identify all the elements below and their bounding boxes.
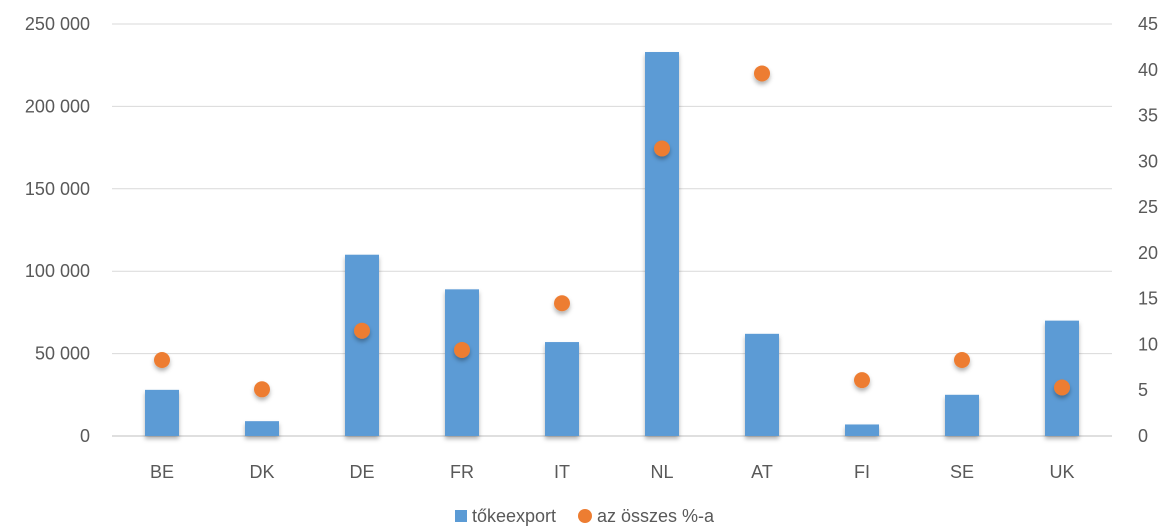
point-fi <box>854 372 870 389</box>
bar-swatch-icon <box>454 510 467 522</box>
y-left-tick-label: 50 000 <box>35 344 90 364</box>
y-right-tick-label: 35 <box>1138 106 1158 126</box>
y-right-tick-label: 5 <box>1138 380 1148 400</box>
legend-item-bar: tőkeexport <box>454 505 556 527</box>
point-dk <box>254 381 270 398</box>
bar-fi <box>845 424 879 436</box>
bar-dk <box>245 421 279 436</box>
point-fr <box>454 341 470 358</box>
x-tick-label: FI <box>854 462 870 482</box>
y-left-tick-label: 200 000 <box>25 96 90 116</box>
y-right-tick-label: 40 <box>1138 60 1158 80</box>
point-at <box>754 65 770 82</box>
x-tick-label: IT <box>554 462 570 482</box>
point-it <box>554 295 570 312</box>
legend-item-point: az összes %-a <box>578 506 714 527</box>
point-nl <box>654 140 670 157</box>
bar-uk <box>1045 320 1079 436</box>
x-tick-label: AT <box>751 462 773 482</box>
x-tick-label: FR <box>450 462 474 482</box>
bar-series <box>145 52 1079 437</box>
bar-de <box>345 254 379 436</box>
point-uk <box>1054 379 1070 396</box>
x-tick-label: BE <box>150 462 174 482</box>
y-left-tick-label: 250 000 <box>25 14 90 34</box>
y-right-tick-label: 30 <box>1138 151 1158 171</box>
left-axis: 0 50 000 100 000 150 000 200 000 250 000 <box>25 14 90 446</box>
y-left-tick-label: 150 000 <box>25 179 90 199</box>
x-tick-label: DK <box>249 462 274 482</box>
y-right-tick-label: 10 <box>1138 334 1158 354</box>
y-right-tick-label: 15 <box>1138 289 1158 309</box>
dot-swatch-icon <box>578 509 592 523</box>
y-left-tick-label: 100 000 <box>25 261 90 281</box>
x-tick-label: UK <box>1049 462 1074 482</box>
y-left-tick-label: 0 <box>80 426 90 446</box>
x-tick-label: SE <box>950 462 974 482</box>
right-axis: 0 5 10 15 20 25 30 35 40 45 <box>1138 14 1158 446</box>
y-right-tick-label: 20 <box>1138 243 1158 263</box>
x-tick-label: NL <box>650 462 673 482</box>
point-be <box>154 352 170 369</box>
bar-it <box>545 342 579 436</box>
gridlines <box>112 23 1112 437</box>
point-de <box>354 322 370 339</box>
x-tick-label: DE <box>349 462 374 482</box>
legend: tőkeexport az összes %-a <box>0 504 1169 528</box>
point-se <box>954 352 970 369</box>
bar-be <box>145 389 179 436</box>
bar-se <box>945 394 979 436</box>
bar-nl <box>645 52 679 437</box>
y-right-tick-label: 45 <box>1138 14 1158 34</box>
chart-canvas: 0 50 000 100 000 150 000 200 000 250 000 0 5 10… <box>25 14 1158 482</box>
x-axis: BE DK DE FR IT NL AT FI SE UK <box>150 462 1075 482</box>
bar-at <box>745 333 779 436</box>
y-right-tick-label: 25 <box>1138 197 1158 217</box>
scatter-series <box>154 65 1070 398</box>
legend-label-point: az összes %-a <box>597 505 715 526</box>
y-right-tick-label: 0 <box>1138 426 1148 446</box>
bar-fr <box>445 289 479 436</box>
legend-label-bar: tőkeexport <box>471 505 556 526</box>
